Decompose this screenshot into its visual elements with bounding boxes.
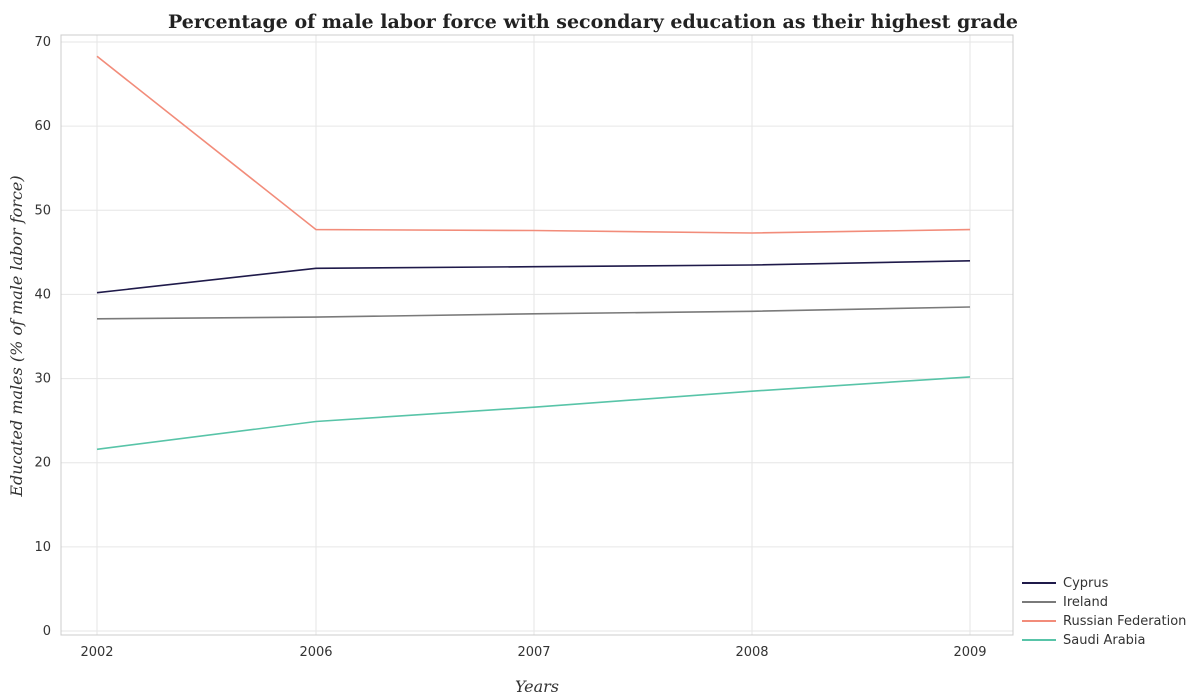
y-tick-label: 60 — [34, 119, 51, 134]
series-line-saudi-arabia — [96, 376, 971, 451]
y-tick-label: 30 — [34, 372, 51, 387]
y-tick-label: 70 — [34, 35, 51, 50]
x-axis-label: Years — [515, 677, 559, 696]
y-axis-ticks: 0 10 20 30 40 50 60 70 — [34, 35, 51, 639]
legend-label: Ireland — [1063, 595, 1108, 610]
x-tick-label: 2009 — [953, 645, 986, 660]
x-tick-label: 2002 — [80, 645, 113, 660]
legend-label: Russian Federation — [1063, 614, 1186, 629]
chart-title: Percentage of male labor force with seco… — [168, 11, 1018, 33]
y-tick-label: 0 — [43, 624, 51, 639]
grid-lines — [61, 35, 1013, 635]
legend: Cyprus Ireland Russian Federation Saudi Ara… — [1022, 576, 1186, 648]
x-tick-label: 2008 — [735, 645, 768, 660]
series-line-russian-federation — [96, 55, 971, 234]
y-tick-label: 40 — [34, 287, 51, 302]
legend-label: Saudi Arabia — [1063, 633, 1146, 648]
plot-frame — [60, 34, 1014, 636]
y-tick-label: 50 — [34, 203, 51, 218]
series-lines — [96, 55, 971, 451]
y-axis-label: Educated males (% of male labor force) — [7, 175, 26, 497]
x-tick-label: 2006 — [299, 645, 332, 660]
x-tick-label: 2007 — [517, 645, 550, 660]
y-tick-label: 10 — [34, 540, 51, 555]
x-axis-ticks: 2002 2006 2007 2008 2009 — [80, 645, 986, 660]
legend-label: Cyprus — [1063, 576, 1109, 591]
series-line-cyprus — [96, 260, 971, 294]
series-line-ireland — [96, 306, 971, 320]
y-tick-label: 20 — [34, 456, 51, 471]
